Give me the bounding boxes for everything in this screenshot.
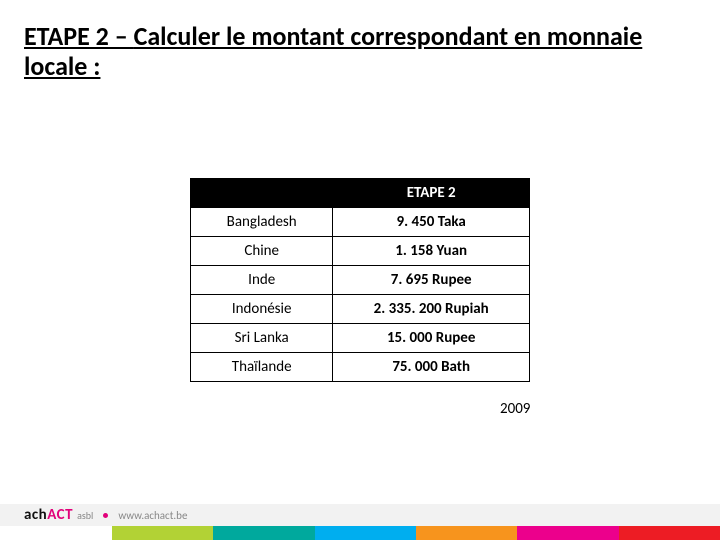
footer-url: www.achact.be: [118, 509, 187, 522]
value-cell: 15. 000 Rupee: [333, 324, 530, 353]
country-cell: Inde: [191, 266, 333, 295]
logo-suffix: asbl: [77, 509, 93, 522]
logo-text-act: ACT: [47, 506, 73, 524]
year-label: 2009: [500, 400, 530, 418]
country-cell: Bangladesh: [191, 208, 333, 237]
stripe-seg: [213, 526, 314, 540]
stripe-seg: [619, 526, 720, 540]
table-row: Inde 7. 695 Rupee: [191, 266, 530, 295]
table-row: Thaïlande 75. 000 Bath: [191, 353, 530, 382]
footer-logo: achACT asbl: [24, 506, 93, 524]
stripe-seg: [315, 526, 416, 540]
slide-title: ETAPE 2 – Calculer le montant correspond…: [24, 22, 684, 82]
table-header-value: ETAPE 2: [333, 179, 530, 208]
separator-dot-icon: [103, 513, 108, 518]
value-cell: 75. 000 Bath: [333, 353, 530, 382]
country-cell: Sri Lanka: [191, 324, 333, 353]
footer-stripe: [0, 526, 720, 540]
table-row: Sri Lanka 15. 000 Rupee: [191, 324, 530, 353]
value-cell: 1. 158 Yuan: [333, 237, 530, 266]
country-cell: Thaïlande: [191, 353, 333, 382]
table-header-empty: [191, 179, 333, 208]
currency-table: ETAPE 2 Bangladesh 9. 450 Taka Chine 1. …: [190, 178, 530, 382]
country-cell: Chine: [191, 237, 333, 266]
title-prefix: ETAPE 2 –: [24, 20, 134, 52]
value-cell: 2. 335. 200 Rupiah: [333, 295, 530, 324]
table-row: Indonésie 2. 335. 200 Rupiah: [191, 295, 530, 324]
country-cell: Indonésie: [191, 295, 333, 324]
table-row: Bangladesh 9. 450 Taka: [191, 208, 530, 237]
table-row: Chine 1. 158 Yuan: [191, 237, 530, 266]
value-cell: 7. 695 Rupee: [333, 266, 530, 295]
stripe-seg: [416, 526, 517, 540]
value-cell: 9. 450 Taka: [333, 208, 530, 237]
stripe-seg: [112, 526, 213, 540]
logo-text-ach: ach: [24, 506, 47, 524]
footer-bar: achACT asbl www.achact.be: [0, 504, 720, 526]
footer: achACT asbl www.achact.be: [0, 504, 720, 540]
stripe-gap: [0, 526, 112, 540]
stripe-seg: [517, 526, 618, 540]
